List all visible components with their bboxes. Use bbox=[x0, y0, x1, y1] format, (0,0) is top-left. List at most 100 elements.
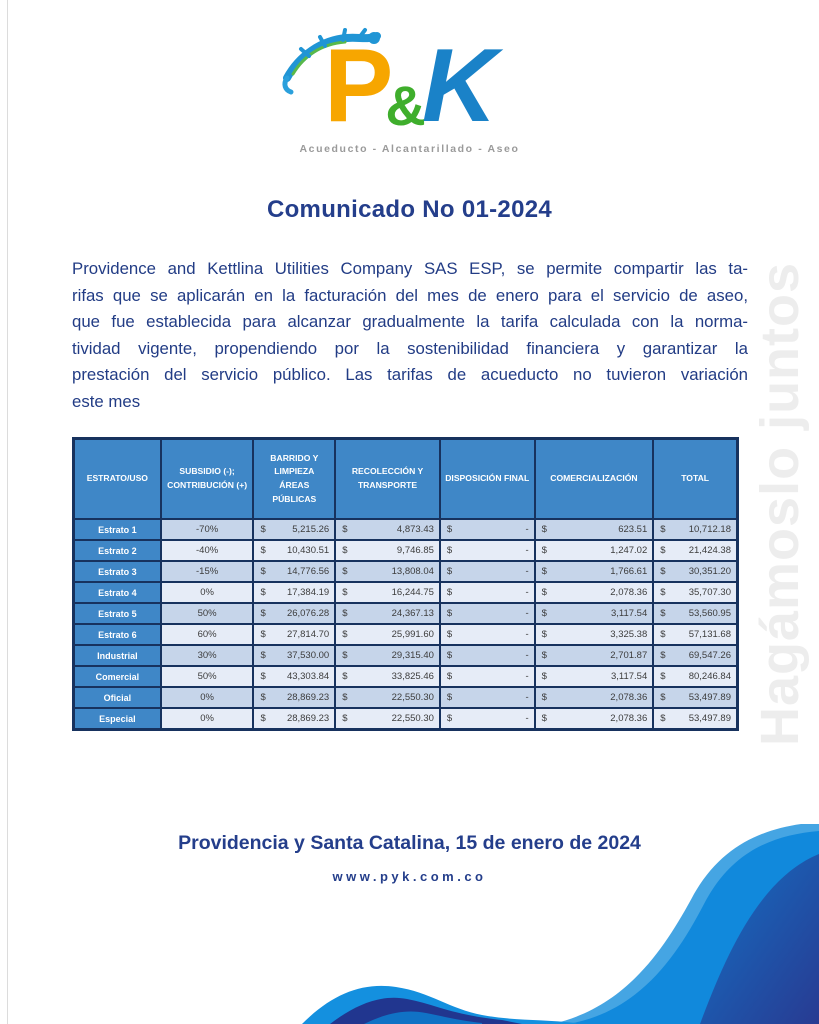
comercializacion-value: $3,117.54 bbox=[534, 603, 654, 624]
comercializacion-value: $1,247.02 bbox=[534, 540, 654, 561]
currency-symbol: $ bbox=[342, 650, 348, 661]
row-label: Industrial bbox=[74, 645, 161, 666]
currency-symbol: $ bbox=[446, 587, 453, 598]
recoleccion-value: $22,550.30 bbox=[335, 708, 440, 729]
comercializacion-value: $623.51 bbox=[534, 519, 654, 540]
currency-symbol: $ bbox=[260, 524, 266, 535]
table-row: Estrato 1 -70% $5,215.26 $4,873.43 $ - $623.51… bbox=[74, 519, 737, 540]
total-value: $80,246.84 bbox=[653, 666, 737, 687]
currency-symbol: $ bbox=[660, 629, 666, 640]
currency-symbol: $ bbox=[446, 629, 453, 640]
currency-symbol: $ bbox=[446, 608, 453, 619]
currency-symbol: $ bbox=[541, 650, 547, 661]
disposicion-value: $ - bbox=[439, 645, 535, 666]
subsidy-value: 50% bbox=[160, 666, 254, 687]
currency-symbol: $ bbox=[446, 650, 453, 661]
currency-symbol: $ bbox=[660, 608, 666, 619]
total-value: $10,712.18 bbox=[653, 519, 737, 540]
currency-symbol: $ bbox=[660, 587, 666, 598]
row-label: Estrato 1 bbox=[74, 519, 161, 540]
tariff-table-body: Estrato 1 -70% $5,215.26 $4,873.43 $ - $623.51… bbox=[74, 519, 737, 729]
total-value: $53,560.95 bbox=[653, 603, 737, 624]
currency-symbol: $ bbox=[660, 713, 666, 724]
currency-symbol: $ bbox=[446, 692, 453, 703]
recoleccion-value: $22,550.30 bbox=[335, 687, 440, 708]
currency-symbol: $ bbox=[446, 671, 453, 682]
currency-symbol: $ bbox=[342, 587, 348, 598]
subsidy-value: 60% bbox=[160, 624, 254, 645]
barrido-value: $27,814.70 bbox=[253, 624, 336, 645]
total-value: $69,547.26 bbox=[653, 645, 737, 666]
paragraph-line: tividad vigente, propendiendo por la sos… bbox=[72, 338, 748, 358]
currency-symbol: $ bbox=[541, 692, 547, 703]
subsidy-value: 50% bbox=[160, 603, 254, 624]
currency-symbol: $ bbox=[260, 650, 266, 661]
total-value: $35,707.30 bbox=[653, 582, 737, 603]
currency-symbol: $ bbox=[342, 671, 348, 682]
barrido-value: $37,530.00 bbox=[253, 645, 336, 666]
logo-tagline: Acueducto - Alcantarillado - Aseo bbox=[299, 142, 520, 155]
comercializacion-value: $1,766.61 bbox=[534, 561, 654, 582]
paragraph-line: rifas que se aplicarán en la facturación… bbox=[72, 285, 748, 305]
subsidy-value: -15% bbox=[160, 561, 254, 582]
row-label: Oficial bbox=[74, 687, 161, 708]
currency-symbol: $ bbox=[446, 713, 453, 724]
gecko-icon bbox=[282, 28, 382, 95]
disposicion-value: $ - bbox=[439, 561, 535, 582]
subsidy-value: -40% bbox=[160, 540, 254, 561]
subsidy-value: 0% bbox=[160, 582, 254, 603]
currency-symbol: $ bbox=[541, 545, 547, 556]
barrido-value: $5,215.26 bbox=[253, 519, 336, 540]
disposicion-value: $ - bbox=[439, 603, 535, 624]
table-row: Oficial 0% $28,869.23 $22,550.30 $ - $2,078.36… bbox=[74, 687, 737, 708]
barrido-value: $17,384.19 bbox=[253, 582, 336, 603]
currency-symbol: $ bbox=[260, 713, 266, 724]
comercializacion-value: $3,325.38 bbox=[534, 624, 654, 645]
subsidy-value: 30% bbox=[160, 645, 254, 666]
disposicion-value: $ - bbox=[439, 666, 535, 687]
total-value: $53,497.89 bbox=[653, 708, 737, 729]
intro-paragraph: Providence and Kettlina Utilities Compan… bbox=[72, 256, 748, 415]
currency-symbol: $ bbox=[446, 524, 453, 535]
barrido-value: $26,076.28 bbox=[253, 603, 336, 624]
total-value: $21,424.38 bbox=[653, 540, 737, 561]
currency-symbol: $ bbox=[541, 524, 547, 535]
paragraph-line: que fue establecida para alcanzar gradua… bbox=[72, 312, 748, 331]
page-edge-line bbox=[7, 0, 8, 1024]
currency-symbol: $ bbox=[260, 587, 266, 598]
disposicion-value: $ - bbox=[439, 519, 535, 540]
subsidy-value: -70% bbox=[160, 519, 254, 540]
recoleccion-value: $16,244.75 bbox=[335, 582, 440, 603]
currency-symbol: $ bbox=[541, 608, 547, 619]
recoleccion-value: $33,825.46 bbox=[335, 666, 440, 687]
disposicion-value: $ - bbox=[439, 540, 535, 561]
currency-symbol: $ bbox=[260, 671, 266, 682]
logo-letter-p: P bbox=[324, 28, 393, 144]
currency-symbol: $ bbox=[342, 692, 348, 703]
total-value: $30,351.20 bbox=[653, 561, 737, 582]
currency-symbol: $ bbox=[342, 608, 348, 619]
footer-location-date: Providencia y Santa Catalina, 15 de ener… bbox=[178, 832, 641, 854]
col-header-barrido: BARRIDO Y LIMPIEZA ÁREAS PÚBLICAS bbox=[253, 439, 336, 519]
disposicion-value: $ - bbox=[439, 582, 535, 603]
paragraph-line: prestación del servicio público. Las tar… bbox=[72, 365, 748, 384]
currency-symbol: $ bbox=[541, 671, 547, 682]
currency-symbol: $ bbox=[660, 692, 666, 703]
col-header-subsidio: SUBSIDIO (-); CONTRIBUCIÓN (+) bbox=[160, 439, 254, 519]
table-row: Especial 0% $28,869.23 $22,550.30 $ - $2,078.3… bbox=[74, 708, 737, 729]
paragraph-line: Providence and Kettlina Utilities Compan… bbox=[72, 259, 748, 278]
subsidy-value: 0% bbox=[160, 687, 254, 708]
comercializacion-value: $2,701.87 bbox=[534, 645, 654, 666]
row-label: Comercial bbox=[74, 666, 161, 687]
table-row: Estrato 3 -15% $14,776.56 $13,808.04 $ - $1,76… bbox=[74, 561, 737, 582]
currency-symbol: $ bbox=[660, 650, 666, 661]
table-row: Estrato 2 -40% $10,430.51 $9,746.85 $ - $1,247… bbox=[74, 540, 737, 561]
comercializacion-value: $2,078.36 bbox=[534, 582, 654, 603]
currency-symbol: $ bbox=[660, 566, 666, 577]
currency-symbol: $ bbox=[541, 713, 547, 724]
disposicion-value: $ - bbox=[439, 624, 535, 645]
watermark-text: Hagámoslo juntos bbox=[750, 261, 810, 747]
recoleccion-value: $29,315.40 bbox=[335, 645, 440, 666]
table-row: Estrato 4 0% $17,384.19 $16,244.75 $ - $2,078.… bbox=[74, 582, 737, 603]
